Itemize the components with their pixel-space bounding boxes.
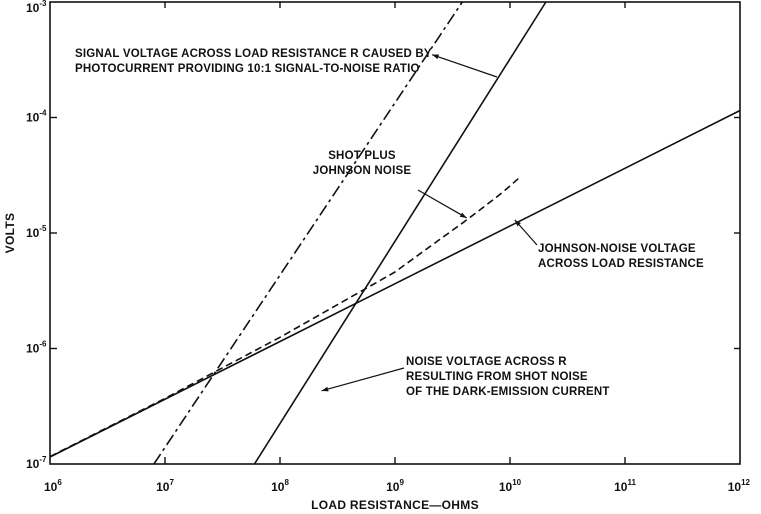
series-line-shot [253, 1, 547, 465]
annotation-arrowhead [459, 212, 467, 218]
y-tick-label: 10-7 [26, 455, 47, 471]
y-tick-label: 10-4 [26, 109, 47, 125]
x-tick-label: 109 [386, 478, 404, 494]
series-line-signal [153, 1, 463, 465]
x-tick-label: 1010 [499, 478, 522, 494]
series-line-johnson [49, 109, 741, 458]
y-tick-label: 10-3 [26, 0, 47, 15]
x-tick-label: 1011 [614, 478, 636, 494]
y-tick-label: 10-6 [26, 340, 47, 356]
series-group [49, 1, 741, 465]
annotation-shot: NOISE VOLTAGE ACROSS R RESULTING FROM SHO… [321, 356, 610, 398]
annotation-johnson: JOHNSON-NOISE VOLTAGE ACROSS LOAD RESISTA… [514, 219, 704, 270]
annotation-arrowhead [432, 54, 440, 60]
y-axis-label: VOLTS [3, 213, 17, 254]
annotation-combined: SHOT PLUS JOHNSON NOISE [313, 150, 467, 219]
annotation-pointer [321, 367, 405, 392]
x-tick-label: 108 [271, 478, 289, 494]
annotation-arrowhead [514, 219, 521, 227]
tick-group [50, 2, 740, 464]
annotation-text: JOHNSON-NOISE VOLTAGE ACROSS LOAD RESISTA… [538, 243, 704, 270]
annotation-pointer [417, 189, 467, 219]
x-tick-label: 107 [156, 478, 174, 494]
annotation-arrowhead [321, 386, 329, 392]
annotation-text: SIGNAL VOLTAGE ACROSS LOAD RESISTANCE R … [75, 48, 432, 75]
annotation-text: NOISE VOLTAGE ACROSS R RESULTING FROM SHO… [406, 356, 610, 398]
tick-label-group: 106 107 108 109 1010 1011 1012 10-7 10-6 10-5 10-4… [26, 0, 751, 494]
y-tick-label: 10-5 [26, 224, 47, 240]
annotation-pointer [431, 54, 498, 78]
series-line-combined [49, 177, 520, 458]
x-axis-label: LOAD RESISTANCE—OHMS [311, 498, 479, 512]
annotation-text: SHOT PLUS JOHNSON NOISE [313, 150, 412, 177]
x-tick-label: 1012 [728, 478, 751, 494]
annotation-signal: SIGNAL VOLTAGE ACROSS LOAD RESISTANCE R … [75, 48, 498, 78]
annotation-group: SIGNAL VOLTAGE ACROSS LOAD RESISTANCE R … [75, 48, 704, 398]
x-tick-label: 106 [44, 478, 62, 494]
